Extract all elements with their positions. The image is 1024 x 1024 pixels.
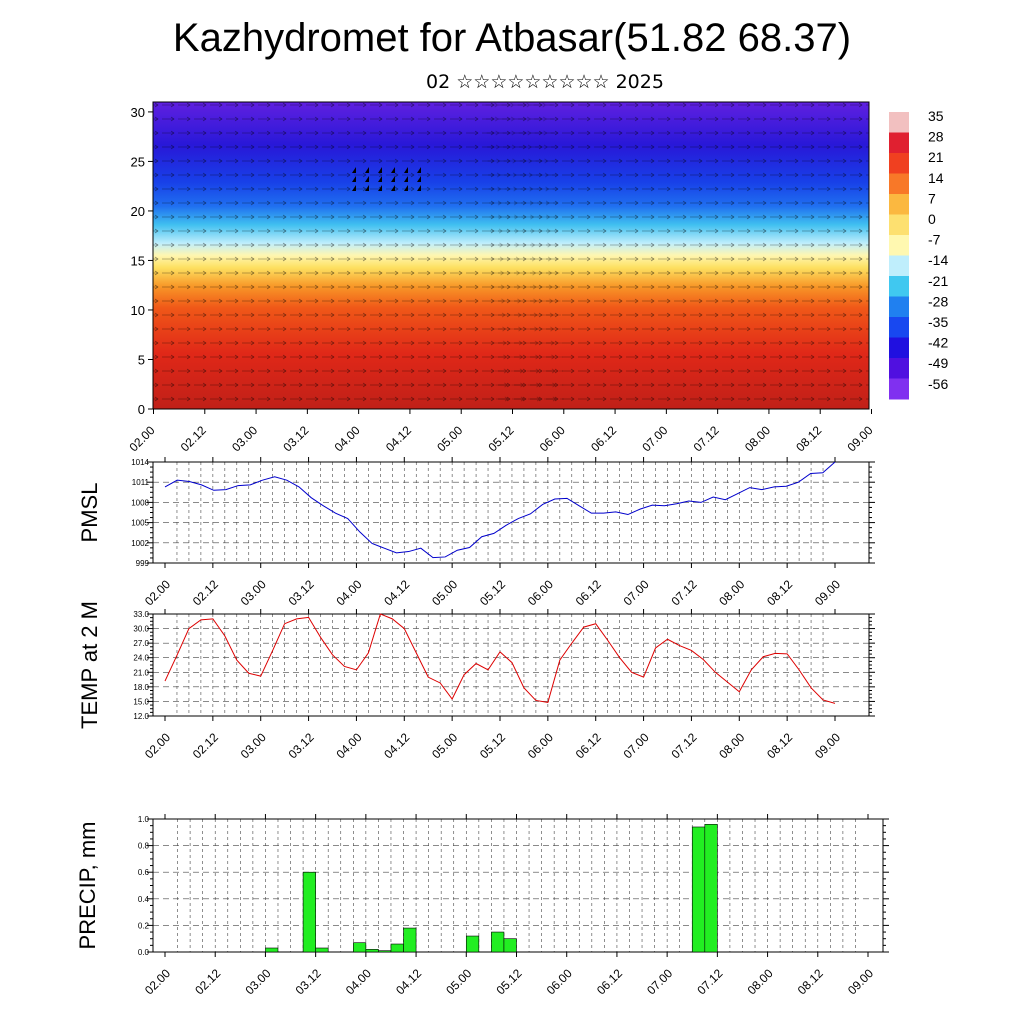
colorbar-label: 28 <box>928 129 944 145</box>
heatmap-x-tick-label: 09.00 <box>844 423 875 454</box>
heatmap-frame <box>152 101 870 410</box>
wind-barb <box>417 185 421 191</box>
heatmap-x-tick-label: 07.12 <box>691 423 722 454</box>
heatmap-x-ticks: 02.00 02.12 03.00 03.12 04.00 04.12 05.00 05.12… <box>126 409 876 454</box>
heatmap-y-tick-label: 30 <box>131 105 145 120</box>
colorbar-label: -35 <box>928 314 948 330</box>
colorbar-label: -21 <box>928 273 948 289</box>
heatmap-body <box>152 101 870 410</box>
colorbar-swatch <box>889 194 909 215</box>
heatmap-y-tick-label: 5 <box>138 352 145 367</box>
heatmap-x-tick-label: 02.12 <box>178 423 209 454</box>
colorbar-label: 35 <box>928 108 944 124</box>
heatmap-y-tick-label: 25 <box>131 154 145 169</box>
heatmap-x-tick-label: 03.12 <box>280 423 311 454</box>
colorbar-swatch <box>889 337 909 359</box>
heatmap-y-ticks: 0 5 10 15 20 25 30 <box>131 105 153 417</box>
colorbar-label: -14 <box>928 252 948 268</box>
colorbar-swatch <box>889 173 909 195</box>
colorbar-swatch <box>889 214 909 236</box>
colorbar-label: -42 <box>928 335 948 351</box>
wind-barb <box>365 176 369 182</box>
colorbar-swatch <box>889 317 909 338</box>
colorbar-label: 0 <box>928 211 936 227</box>
colorbar-swatch <box>889 276 909 297</box>
colorbar-label: -7 <box>928 232 941 248</box>
heatmap-y-tick-label: 10 <box>131 303 145 318</box>
heatmap-x-tick-label: 06.12 <box>588 423 619 454</box>
heatmap-x-tick-label: 06.00 <box>537 423 568 454</box>
wind-barb <box>365 167 369 173</box>
wind-streaks <box>483 102 565 409</box>
heatmap-x-tick-label: 05.12 <box>485 423 516 454</box>
heatmap-x-tick-label: 04.12 <box>383 423 414 454</box>
colorbar: 35 28 21 14 7 0 -7 -14 -21 -28 -35 -42 -49 -56 <box>889 108 948 400</box>
wind-barbs <box>352 167 421 191</box>
colorbar-swatch <box>889 132 909 154</box>
colorbar-swatch <box>889 358 909 379</box>
wind-barb <box>391 185 395 191</box>
colorbar-label: 7 <box>928 190 936 206</box>
wind-barb <box>391 167 395 173</box>
wind-barb <box>417 176 421 182</box>
heatmap-x-tick-label: 04.00 <box>332 423 363 454</box>
colorbar-label: 14 <box>928 170 944 186</box>
chart-subtitle: 02 ☆☆☆☆☆☆☆☆☆ 2025 <box>426 71 664 93</box>
heatmap-x-tick-label: 08.12 <box>793 423 824 454</box>
colorbar-label: -56 <box>928 376 948 392</box>
heatmap-y-tick-label: 20 <box>131 204 145 219</box>
wind-barb <box>404 167 408 173</box>
heatmap-x-tick-label: 02.00 <box>126 423 157 454</box>
wind-barb <box>391 176 395 182</box>
colorbar-label: 21 <box>928 149 944 165</box>
colorbar-swatch <box>889 378 909 400</box>
wind-barb <box>404 176 408 182</box>
colorbar-swatch <box>889 296 909 318</box>
heatmap-x-tick-label: 08.00 <box>742 423 773 454</box>
chart-title: Kazhydromet for Atbasar(51.82 68.37) <box>172 16 852 60</box>
colorbar-swatch <box>889 255 909 277</box>
wind-barb <box>352 185 356 191</box>
wind-barb <box>352 167 356 173</box>
wind-barb <box>378 176 382 182</box>
colorbar-swatch <box>889 235 909 256</box>
heatmap-x-tick-label: 07.00 <box>639 423 670 454</box>
wind-barb <box>378 167 382 173</box>
colorbar-label: -49 <box>928 355 948 371</box>
colorbar-swatch <box>889 112 909 133</box>
heatmap-x-tick-label: 05.00 <box>434 423 465 454</box>
colorbar-label: -28 <box>928 293 948 309</box>
wind-barb <box>352 176 356 182</box>
wind-barb <box>417 167 421 173</box>
heatmap-y-tick-label: 15 <box>131 253 145 268</box>
wind-barb <box>404 185 408 191</box>
colorbar-swatch <box>889 153 909 174</box>
heatmap-y-tick-label: 0 <box>138 402 145 417</box>
heatmap-x-tick-label: 03.00 <box>229 423 260 454</box>
wind-barb <box>365 185 369 191</box>
wind-barb <box>378 185 382 191</box>
